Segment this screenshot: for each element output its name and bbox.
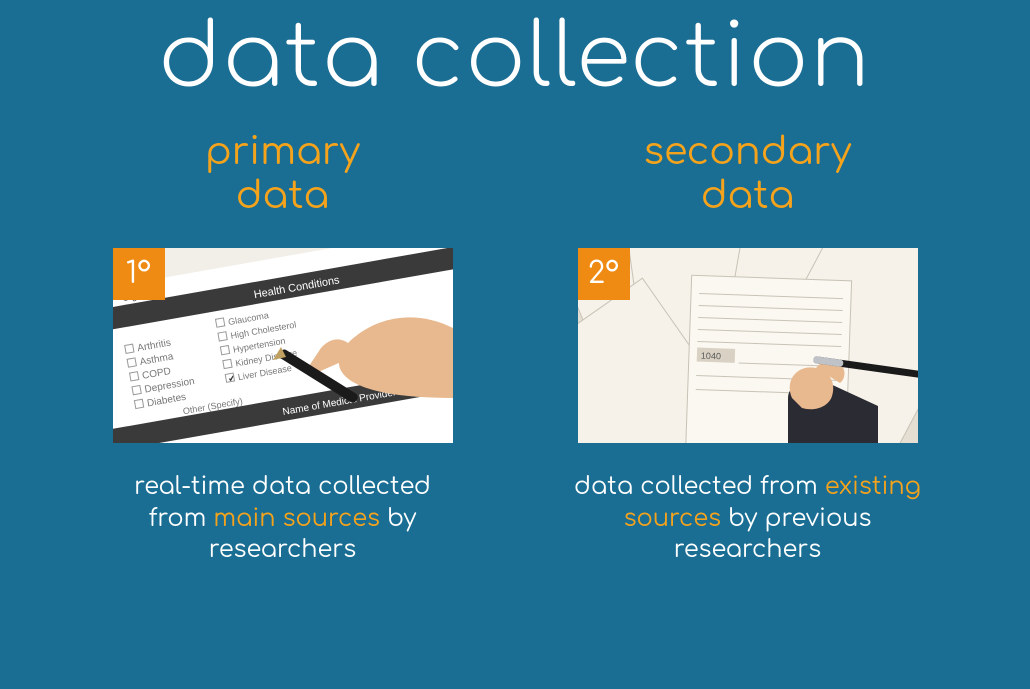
svg-text:1040: 1040 (700, 351, 720, 362)
heading-line: primary (205, 131, 360, 173)
caption-secondary: data collected from existing sources by … (568, 471, 928, 565)
badge-primary: 1° (113, 248, 165, 300)
badge-secondary: 2° (578, 248, 630, 300)
column-heading-secondary: secondary data (644, 131, 852, 218)
heading-line: secondary (644, 131, 852, 173)
column-secondary: secondary data (548, 131, 948, 565)
caption-text: data collected from (574, 473, 825, 500)
column-primary: primary data Health Conditions Name of M… (83, 131, 483, 565)
infographic-slide: data collection primary data Health Cond… (0, 0, 1030, 689)
main-title: data collection (158, 8, 871, 107)
columns-container: primary data Health Conditions Name of M… (0, 131, 1030, 565)
column-heading-primary: primary data (205, 131, 360, 218)
caption-primary: real-time data collected from main sourc… (103, 471, 463, 565)
image-primary: Health Conditions Name of Medical Provid… (113, 248, 453, 443)
heading-line: data (701, 175, 795, 217)
heading-line: data (236, 175, 330, 217)
image-secondary: 1040 2° (578, 248, 918, 443)
caption-highlight: main sources (213, 505, 380, 532)
